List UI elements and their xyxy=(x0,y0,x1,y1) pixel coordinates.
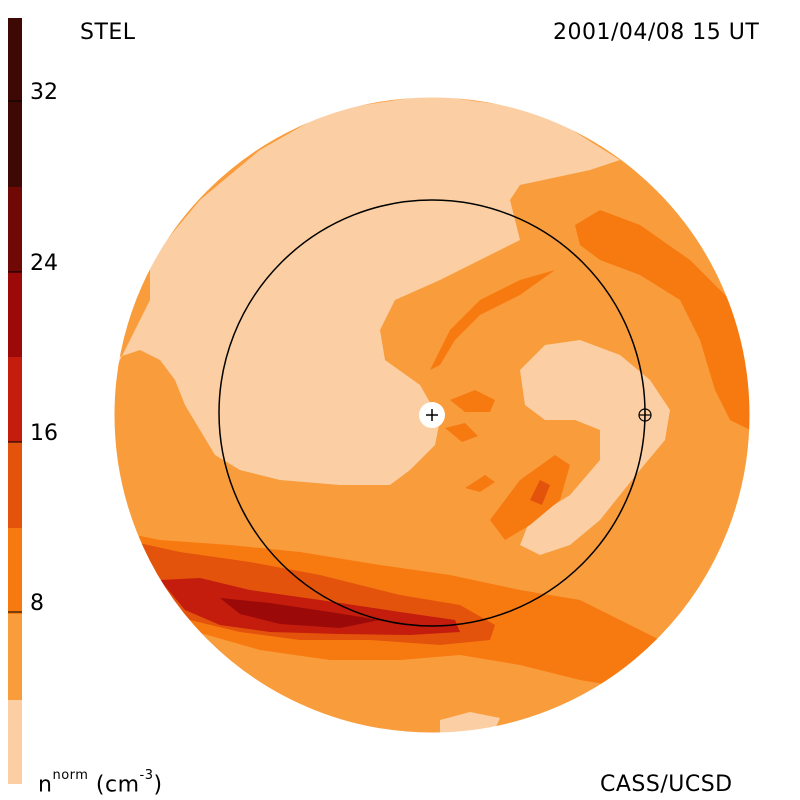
colorbar-segment xyxy=(8,18,22,187)
colorbar-segment xyxy=(8,528,22,614)
medium-density-streak xyxy=(490,455,570,540)
colorbar-tick-label: 16 xyxy=(30,421,58,446)
colorbar-tick-label: 24 xyxy=(30,251,58,276)
low-density-region xyxy=(440,712,500,733)
colorbar-segment xyxy=(8,614,22,700)
medium-density-band xyxy=(575,210,750,430)
low-density-region xyxy=(114,97,620,485)
timestamp-label: 2001/04/08 15 UT xyxy=(553,20,760,45)
unit-label: nnorm (cm-3) xyxy=(38,768,163,798)
colorbar-segment xyxy=(8,700,22,784)
credit-label: CASS/UCSD xyxy=(600,772,733,797)
disk-edge xyxy=(113,96,751,734)
unit-base: n xyxy=(38,772,53,798)
unit-text: (cm xyxy=(88,772,140,798)
colorbar-tick-label: 32 xyxy=(30,80,58,105)
medium-density-streak xyxy=(465,475,495,492)
medium-density-streak xyxy=(450,390,495,412)
low-density-region xyxy=(520,340,670,555)
colorbar-segment xyxy=(8,442,22,528)
medium-density-streak xyxy=(445,423,478,442)
colorbar-segment xyxy=(8,187,22,272)
high-density-core xyxy=(530,480,550,505)
medium-density-streak xyxy=(430,270,555,370)
colorbar-segment xyxy=(8,357,22,442)
peak-density-band xyxy=(220,598,380,628)
colorbar xyxy=(8,18,22,784)
sun-marker xyxy=(419,402,445,428)
unit-superscript: norm xyxy=(52,768,89,783)
unit-close: ) xyxy=(153,772,163,798)
colorbar-tick-label: 8 xyxy=(30,591,44,616)
instrument-label: STEL xyxy=(80,20,136,45)
earth-marker xyxy=(638,408,652,422)
unit-exponent: -3 xyxy=(139,768,154,783)
colorbar-segment xyxy=(8,272,22,357)
